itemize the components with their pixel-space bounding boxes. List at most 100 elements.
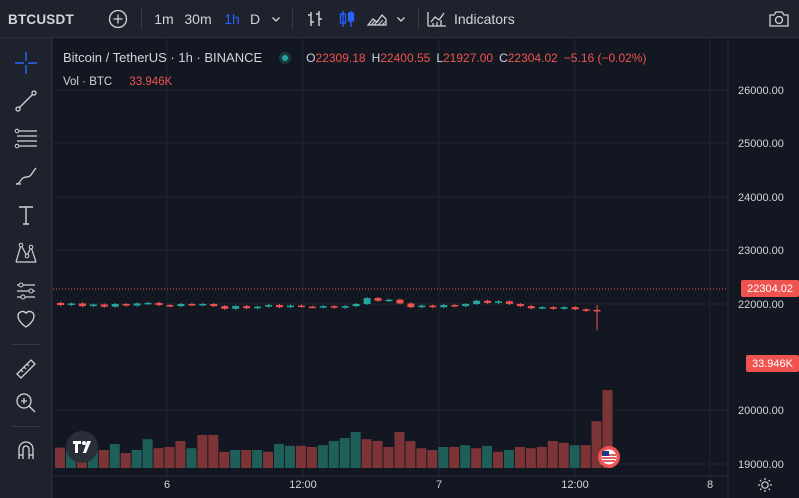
magnet-tool[interactable]: [10, 435, 42, 467]
candle-body: [396, 299, 404, 304]
chevron-down-icon: [272, 16, 280, 22]
volume-bar: [405, 441, 416, 468]
area-style-button[interactable]: [364, 0, 390, 38]
text-tool[interactable]: [10, 199, 42, 231]
candle-body: [440, 305, 448, 308]
series-legend: Bitcoin / TetherUS · 1h · BINANCE O22309…: [63, 50, 647, 65]
fib-levels-icon: [14, 128, 37, 149]
volume-bar: [339, 438, 350, 468]
candle-body: [133, 303, 141, 306]
candles-style-button[interactable]: [334, 0, 360, 38]
candlesticks: [57, 297, 601, 331]
sun-icon: [758, 478, 772, 492]
economic-event-marker[interactable]: [598, 446, 620, 468]
candle-body: [516, 303, 524, 307]
ruler-icon: [16, 359, 36, 379]
candles-icon: [339, 10, 355, 27]
interval-d-button[interactable]: D: [246, 0, 264, 38]
candle-body: [155, 302, 163, 306]
interval-30m-button[interactable]: 30m: [182, 0, 214, 38]
volume-bar: [449, 447, 460, 468]
chart-style-dropdown-button[interactable]: [392, 0, 410, 38]
volume-bar: [372, 441, 383, 468]
crosshair-tool[interactable]: [10, 47, 42, 79]
candle-body: [144, 302, 152, 305]
bar-style-button[interactable]: [302, 0, 328, 38]
interval-dropdown-button[interactable]: [266, 0, 286, 38]
bars-icon: [308, 10, 322, 26]
candle-body: [297, 305, 305, 308]
candle-body: [560, 307, 568, 309]
prediction-tool[interactable]: [10, 275, 42, 307]
interval-label: 1h: [224, 10, 240, 27]
candle-body: [429, 305, 437, 308]
candle-body: [473, 300, 481, 304]
time-tick-label: 12:00: [561, 479, 589, 491]
chart-pane[interactable]: 26000.00 25000.00 24000.00 23000.00 22000.00…: [53, 38, 799, 498]
candle-body: [221, 306, 229, 309]
candle-body: [57, 302, 64, 306]
volume-bar: [493, 451, 503, 468]
indicators-button[interactable]: Indicators: [426, 0, 520, 38]
candle-body: [418, 305, 426, 308]
candle-body: [265, 305, 273, 307]
volume-bar: [131, 450, 142, 468]
candle-body: [451, 305, 459, 307]
candle-body: [254, 306, 262, 309]
volume-bars: [55, 390, 613, 468]
volume-bar: [460, 445, 471, 468]
volume-bar: [438, 447, 449, 468]
compare-symbol-button[interactable]: [104, 0, 132, 38]
forecast-icon: [17, 282, 35, 300]
volume-bar: [471, 448, 482, 468]
tradingview-logo[interactable]: [66, 431, 98, 463]
time-tick-label: 12:00: [289, 479, 317, 491]
candle-body: [243, 306, 251, 309]
candle-body: [374, 298, 382, 301]
volume-value-tag: 33.946K: [746, 355, 799, 372]
price-tick-label: 24000.00: [738, 192, 784, 204]
volume-bar: [186, 448, 197, 468]
volume-bar: [109, 444, 120, 468]
pattern-tool[interactable]: [10, 237, 42, 269]
volume-bar: [295, 445, 306, 468]
volume-bar: [503, 450, 514, 468]
interval-1m-button[interactable]: 1m: [151, 0, 177, 38]
toolbar-divider: [141, 8, 142, 30]
crosshair-icon: [15, 52, 37, 74]
interval-label: 1m: [154, 10, 174, 27]
candle-body: [210, 303, 218, 307]
candle-body: [505, 301, 513, 304]
volume-bar: [230, 450, 241, 468]
measure-tool[interactable]: [10, 353, 42, 385]
candle-body: [385, 299, 393, 302]
volume-bar: [394, 432, 405, 468]
interval-1h-button[interactable]: 1h: [219, 0, 245, 38]
brush-tool[interactable]: [10, 161, 42, 193]
volume-title[interactable]: Vol · BTC: [63, 76, 113, 88]
market-status-icon: [279, 51, 292, 64]
symbol-search-button[interactable]: BTCUSDT: [8, 11, 74, 27]
fib-retracement-tool[interactable]: [10, 123, 42, 155]
toolbar-divider: [292, 8, 293, 30]
area-chart-icon: [366, 13, 387, 26]
trend-line-tool[interactable]: [10, 85, 42, 117]
candle-body: [352, 303, 360, 307]
volume-bar: [525, 448, 536, 468]
us-flag-icon: [601, 449, 617, 465]
chart-settings-button[interactable]: [755, 475, 775, 495]
volume-bar: [197, 435, 208, 468]
price-chart[interactable]: 26000.00 25000.00 24000.00 23000.00 22000.00…: [53, 38, 799, 498]
snapshot-button[interactable]: [766, 0, 792, 38]
volume-bar: [241, 450, 252, 468]
candle-body: [462, 303, 470, 307]
candle-body: [199, 303, 207, 306]
volume-bar: [142, 439, 153, 468]
pattern-icon: [15, 242, 37, 263]
price-tick-label: 23000.00: [738, 245, 784, 257]
volume-bar: [383, 447, 394, 468]
candle-body: [286, 305, 294, 308]
zoom-tool[interactable]: [10, 387, 42, 419]
series-title[interactable]: Bitcoin / TetherUS · 1h · BINANCE: [63, 50, 263, 65]
favorites-tool[interactable]: [10, 303, 42, 335]
